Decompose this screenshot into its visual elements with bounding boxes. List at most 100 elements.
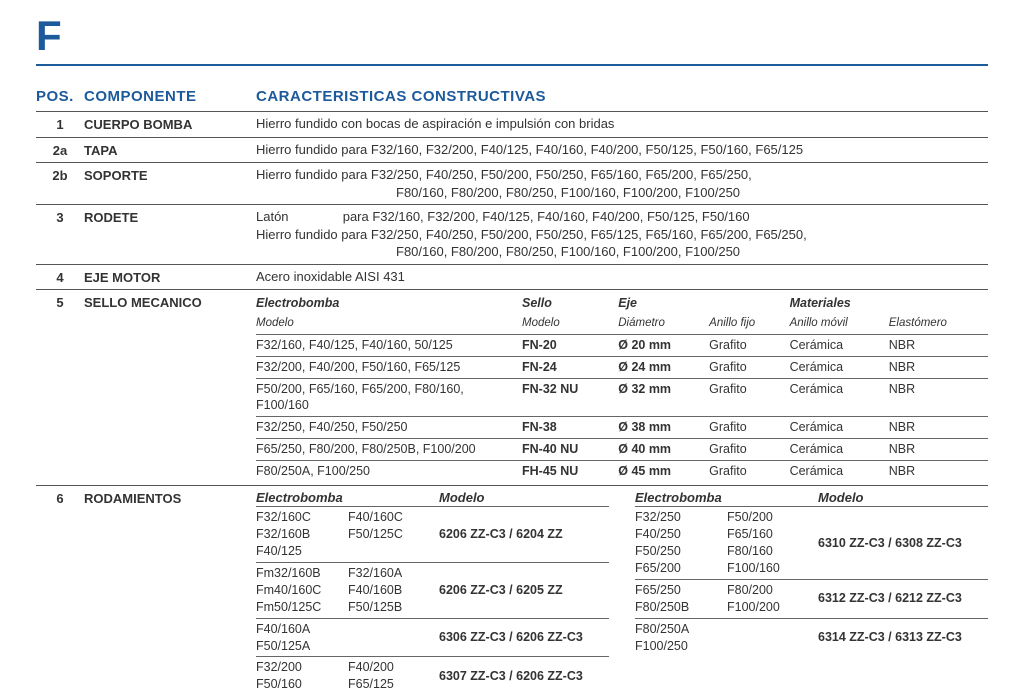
rod-model: F50/250 [635,543,713,560]
comp-cell: SELLO MECANICO [84,293,256,482]
sello-elastomero: NBR [889,461,988,482]
rod-models: Fm32/160B F32/160A Fm40/160C F40/160B Fm… [256,565,439,616]
rod-model [348,621,426,638]
sello-anillofijo: Grafito [709,378,789,417]
sello-h-sello: Sello [522,293,618,314]
header-pos: POS. [36,88,84,105]
sello-anillofijo: Grafito [709,439,789,461]
sello-header-row-2: Modelo Modelo Diámetro Anillo fijo Anill… [256,314,988,334]
carac-cell: Hierro fundido con bocas de aspiración e… [256,115,988,134]
rod-model [727,621,805,638]
pos-cell: 2a [36,141,84,160]
row-sello-mecanico: 5 SELLO MECANICO Electrobomba Sello Eje … [36,289,988,485]
sello-diametro: Ø 20 mm [618,334,709,356]
rod-bearing: 6306 ZZ-C3 / 6206 ZZ-C3 [439,629,609,646]
rod-block: Fm32/160B F32/160A Fm40/160C F40/160B Fm… [256,562,609,618]
sello-electrobomba: F80/250A, F100/250 [256,461,522,482]
sello-sh-modelo2: Modelo [522,314,618,334]
sello-h-electrobomba: Electrobomba [256,293,522,314]
top-rule [36,64,988,66]
header-comp: COMPONENTE [84,88,256,105]
rod-model: F32/250 [635,509,713,526]
sello-elastomero: NBR [889,417,988,439]
rod-model: F40/160A [256,621,334,638]
sello-row: F32/200, F40/200, F50/160, F65/125 FN-24… [256,356,988,378]
rod-models: F32/200 F40/200 F50/160 F65/125 [256,659,439,693]
rod-model: F32/160A [348,565,426,582]
sello-anillomovil: Cerámica [790,356,889,378]
rod-model: F50/160 [256,676,334,693]
rod-model: F65/160 [727,526,805,543]
sello-anillomovil: Cerámica [790,461,889,482]
rod-model: F32/200 [256,659,334,676]
sello-electrobomba: F32/250, F40/250, F50/250 [256,417,522,439]
sello-electrobomba: F32/160, F40/125, F40/160, 50/125 [256,334,522,356]
pos-cell: 2b [36,166,84,201]
sello-row: F65/250, F80/200, F80/250B, F100/200 FN-… [256,439,988,461]
sello-sh-diametro: Diámetro [618,314,709,334]
carac-cell: Acero inoxidable AISI 431 [256,268,988,287]
sello-sh-anillofijo: Anillo fijo [709,314,789,334]
carac-cell: Hierro fundido para F32/160, F32/200, F4… [256,141,988,160]
carac-cell: Electrobomba Modelo F32/160C F40/160C F3… [256,489,988,695]
row-rodete: 3 RODETE Latón para F32/160, F32/200, F4… [36,204,988,264]
sello-modelo: FH-45 NU [522,461,618,482]
sello-diametro: Ø 24 mm [618,356,709,378]
sello-anillomovil: Cerámica [790,378,889,417]
rod-model: F32/160C [256,509,334,526]
sello-elastomero: NBR [889,334,988,356]
pos-cell: 1 [36,115,84,134]
rod-block: F32/160C F40/160C F32/160B F50/125C F40/… [256,506,609,562]
rod-model: F50/125B [348,599,426,616]
rod-model: F40/125 [256,543,334,560]
sello-row: F32/160, F40/125, F40/160, 50/125 FN-20 … [256,334,988,356]
rod-block: F40/160A F50/125A 6306 ZZ-C3 / 6206 ZZ-C… [256,618,609,657]
rod-h-modelo: Modelo [439,489,609,507]
rod-model: F100/200 [727,599,805,616]
rod-model: F50/125C [348,526,426,543]
rod-model: F80/250B [635,599,713,616]
sello-sh-elastomero: Elastómero [889,314,988,334]
rod-h-modelo: Modelo [818,489,988,507]
header-carac: CARACTERISTICAS CONSTRUCTIVAS [256,88,988,105]
rodamientos-col-left: Electrobomba Modelo F32/160C F40/160C F3… [256,489,609,695]
rod-models: F40/160A F50/125A [256,621,439,655]
rod-bearing: 6314 ZZ-C3 / 6313 ZZ-C3 [818,629,988,646]
rod-model: F65/125 [348,676,426,693]
rod-model: F100/250 [635,638,713,655]
pos-cell: 4 [36,268,84,287]
rod-model: F80/160 [727,543,805,560]
sello-modelo: FN-38 [522,417,618,439]
rod-block: F32/250 F50/200 F40/250 F65/160 F50/250 … [635,506,988,579]
sello-anillomovil: Cerámica [790,439,889,461]
sello-electrobomba: F32/200, F40/200, F50/160, F65/125 [256,356,522,378]
soporte-line1: Hierro fundido para F32/250, F40/250, F5… [256,166,988,184]
sello-sh-anillomovil: Anillo móvil [790,314,889,334]
rodamientos-col-right: Electrobomba Modelo F32/250 F50/200 F40/… [635,489,988,695]
rodete-line1: Latón para F32/160, F32/200, F40/125, F4… [256,208,988,226]
sello-row: F50/200, F65/160, F65/200, F80/160, F100… [256,378,988,417]
page: F POS. COMPONENTE CARACTERISTICAS CONSTR… [0,0,1024,698]
pos-cell: 5 [36,293,84,482]
rod-model: Fm40/160C [256,582,334,599]
rod-model: Fm50/125C [256,599,334,616]
rod-header-right: Electrobomba Modelo [635,489,988,507]
rod-model: Fm32/160B [256,565,334,582]
rod-bearing: 6312 ZZ-C3 / 6212 ZZ-C3 [818,590,988,607]
row-eje-motor: 4 EJE MOTOR Acero inoxidable AISI 431 [36,264,988,290]
rod-header-left: Electrobomba Modelo [256,489,609,507]
row-tapa: 2a TAPA Hierro fundido para F32/160, F32… [36,137,988,163]
comp-cell: SOPORTE [84,166,256,201]
rod-h-electrobomba: Electrobomba [635,489,818,507]
rod-model: F50/125A [256,638,334,655]
rod-model: F40/250 [635,526,713,543]
sello-anillofijo: Grafito [709,334,789,356]
sello-h-materiales: Materiales [790,293,988,314]
rod-block: F32/200 F40/200 F50/160 F65/125 6307 ZZ-… [256,656,609,695]
rod-block: F65/250 F80/200 F80/250B F100/200 6312 Z… [635,579,988,618]
carac-cell: Electrobomba Sello Eje Materiales Modelo… [256,293,988,482]
rod-model [348,543,426,560]
sello-modelo: FN-20 [522,334,618,356]
comp-cell: CUERPO BOMBA [84,115,256,134]
rod-model: F80/250A [635,621,713,638]
